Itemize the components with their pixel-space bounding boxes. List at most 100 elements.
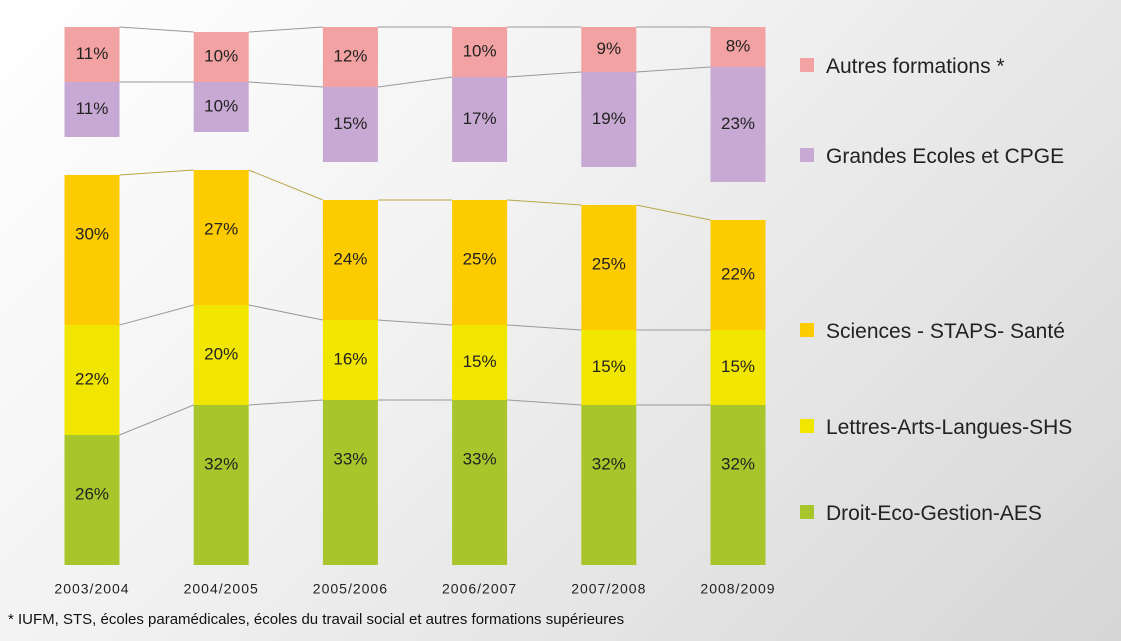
connector xyxy=(248,81,323,88)
x-tick-label: 2007/2008 xyxy=(571,581,646,597)
value-label: 12% xyxy=(333,46,367,65)
value-label: 30% xyxy=(75,224,109,243)
connector xyxy=(248,399,323,406)
value-label: 11% xyxy=(76,44,109,63)
footnote: * IUFM, STS, écoles paramédicales, école… xyxy=(8,611,625,628)
value-label: 25% xyxy=(592,254,626,273)
value-label: 10% xyxy=(204,46,238,65)
legend-label: Lettres-Arts-Langues-SHS xyxy=(826,416,1073,439)
value-label: 10% xyxy=(463,41,497,60)
legend-label: Sciences - STAPS- Santé xyxy=(826,320,1065,343)
value-label: 10% xyxy=(204,96,238,115)
bar-segment xyxy=(322,27,378,87)
legend-item: Sciences - STAPS- Santé xyxy=(800,318,1120,345)
connector xyxy=(636,66,711,73)
connector xyxy=(636,204,711,221)
bar-segment xyxy=(710,27,766,67)
connector xyxy=(248,169,324,201)
bar-segment xyxy=(322,87,378,162)
chart: 26% 22% 30% 11% 11% 2003/2004 32% 20% 27% 10% 10% 2… xyxy=(54,26,775,597)
bar-segment xyxy=(710,67,766,182)
value-label: 32% xyxy=(204,454,238,473)
bar-segment xyxy=(193,305,249,405)
bar-segment xyxy=(710,330,766,405)
connector xyxy=(119,304,194,326)
value-label: 8% xyxy=(726,36,751,55)
value-label: 15% xyxy=(721,357,755,376)
legend-item: Autres formations * xyxy=(800,53,1120,80)
bar-segment xyxy=(193,170,249,305)
value-label: 15% xyxy=(463,352,497,371)
bar-segment xyxy=(452,400,508,565)
value-label: 9% xyxy=(597,39,622,58)
bar-segment xyxy=(322,320,378,400)
connector xyxy=(507,199,582,206)
legend-item: Grandes Ecoles et CPGE xyxy=(800,143,1120,170)
connector xyxy=(507,399,582,406)
connector xyxy=(377,76,453,88)
legend-label: Grandes Ecoles et CPGE xyxy=(826,145,1065,168)
connector xyxy=(377,319,453,326)
bar-segment xyxy=(452,27,508,77)
legend-label: Autres formations * xyxy=(826,55,1005,78)
value-label: 16% xyxy=(333,349,367,368)
connector xyxy=(248,26,323,33)
value-label: 32% xyxy=(592,454,626,473)
bar-segment xyxy=(193,32,249,82)
connector xyxy=(119,169,194,176)
x-tick-label: 2005/2006 xyxy=(313,581,388,597)
x-tick-label: 2004/2005 xyxy=(184,581,259,597)
legend-swatch xyxy=(800,419,814,433)
bar-segment xyxy=(64,82,120,137)
bar-segment xyxy=(193,82,249,132)
bar-segment xyxy=(581,330,637,405)
connector xyxy=(119,26,194,33)
x-tick-label: 2008/2009 xyxy=(700,581,775,597)
value-label: 19% xyxy=(592,109,626,128)
connector xyxy=(507,324,582,331)
bar-segment xyxy=(452,77,508,162)
bar-segment xyxy=(64,325,120,435)
value-label: 11% xyxy=(76,99,109,118)
connector xyxy=(119,404,194,436)
value-label: 24% xyxy=(333,249,367,268)
bar-segment xyxy=(710,405,766,565)
bar-segment xyxy=(581,405,637,565)
value-label: 32% xyxy=(721,454,755,473)
value-label: 15% xyxy=(592,357,626,376)
connector xyxy=(248,304,323,321)
legend-swatch xyxy=(800,505,814,519)
x-tick-label: 2006/2007 xyxy=(442,581,517,597)
value-label: 23% xyxy=(721,114,755,133)
bar-segment xyxy=(581,205,637,330)
legend-swatch xyxy=(800,148,814,162)
value-label: 33% xyxy=(463,449,497,468)
bar-segment xyxy=(64,435,120,565)
bar-segment xyxy=(452,325,508,400)
connector xyxy=(507,71,582,78)
value-label: 22% xyxy=(75,369,109,388)
x-tick-label: 2003/2004 xyxy=(54,581,129,597)
bar-segment xyxy=(193,405,249,565)
bar-segment xyxy=(64,27,120,82)
value-label: 25% xyxy=(463,249,497,268)
legend-item: Lettres-Arts-Langues-SHS xyxy=(800,414,1120,441)
bar-segment xyxy=(64,175,120,325)
legend-label: Droit-Eco-Gestion-AES xyxy=(826,502,1042,525)
value-label: 26% xyxy=(75,484,109,503)
bar-segment xyxy=(322,400,378,565)
value-label: 20% xyxy=(204,344,238,363)
legend-swatch xyxy=(800,323,814,337)
value-label: 15% xyxy=(333,114,367,133)
bar-segment xyxy=(452,200,508,325)
value-label: 27% xyxy=(204,219,238,238)
bar-segment xyxy=(322,200,378,320)
bar-segment xyxy=(581,72,637,167)
bar-segment xyxy=(710,220,766,330)
legend-item: Droit-Eco-Gestion-AES xyxy=(800,500,1120,527)
value-label: 22% xyxy=(721,264,755,283)
value-label: 33% xyxy=(333,449,367,468)
legend-swatch xyxy=(800,58,814,72)
value-label: 17% xyxy=(463,109,497,128)
